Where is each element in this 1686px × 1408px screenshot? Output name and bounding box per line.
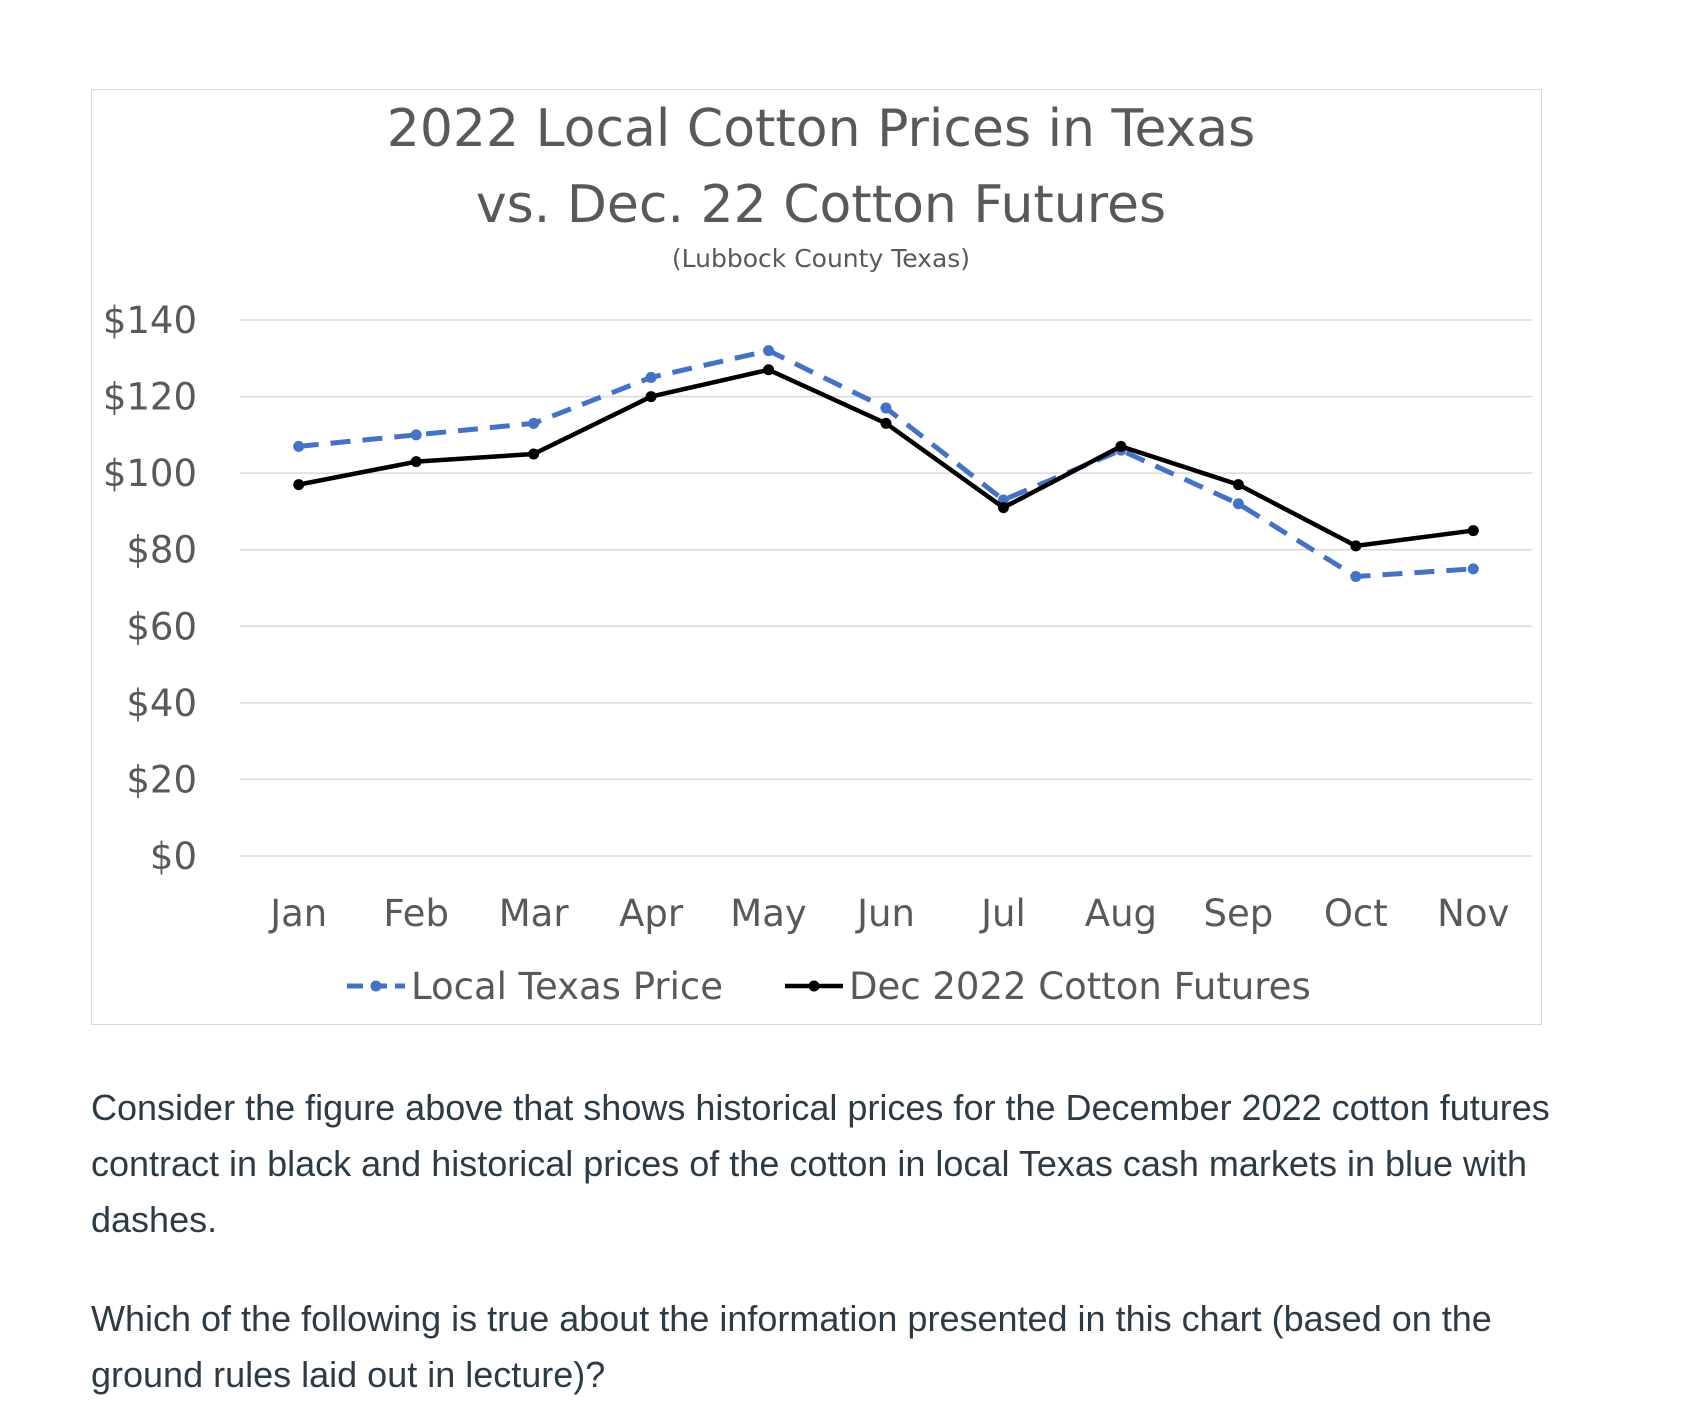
y-tick-label: $120 [103,376,197,419]
data-point [880,402,892,414]
legend-swatch-marker [808,980,820,992]
data-point [1232,498,1244,510]
x-tick-label: May [730,892,807,935]
question-intro-text: Consider the figure above that shows his… [91,1087,1550,1240]
legend-item-0: Local Texas Price [347,965,723,1008]
data-point [1115,440,1127,452]
chart-subtitle: (Lubbock County Texas) [672,244,970,273]
y-tick-label: $140 [103,299,197,342]
data-point [293,440,305,452]
data-point [1232,479,1244,491]
x-tick-label: Nov [1437,892,1509,935]
y-tick-label: $0 [150,835,197,878]
y-tick-label: $40 [126,682,197,725]
data-point [645,391,657,403]
y-tick-label: $20 [126,758,197,801]
legend: Local Texas Price Dec 2022 Cotton Futures [347,965,1311,1008]
data-point [1350,571,1362,583]
series-lines [293,345,1479,583]
chart-frame [91,89,1542,1025]
x-tick-label: Jan [268,892,327,935]
legend-item-1: Dec 2022 Cotton Futures [785,965,1311,1008]
series-line [298,348,1474,580]
x-tick-label: Jun [855,892,915,935]
y-tick-label: $60 [126,605,197,648]
x-tick-label: Feb [383,892,449,935]
x-tick-label: Mar [499,892,570,935]
x-tick-label: Oct [1324,892,1388,935]
data-point [997,494,1009,506]
data-point [763,345,775,357]
data-point [528,417,540,429]
gridlines [240,319,1532,857]
x-tick-label: Apr [619,892,684,935]
data-point [1467,525,1479,537]
data-point [293,479,305,491]
chart-title-line-2: vs. Dec. 22 Cotton Futures [476,175,1166,235]
legend-label: Dec 2022 Cotton Futures [849,965,1311,1008]
series-1 [293,364,1479,552]
data-point [410,429,422,441]
data-point [880,417,892,429]
x-tick-label: Sep [1203,892,1273,935]
series-0 [293,345,1479,583]
data-point [763,364,775,376]
x-axis-tick-labels: Jan Feb Mar Apr May Jun Jul Aug Sep Oct Nov [268,892,1509,935]
data-point [645,371,657,383]
data-point [1350,540,1362,552]
x-tick-label: Aug [1085,892,1157,935]
y-tick-label: $100 [103,452,197,495]
data-point [1467,563,1479,575]
data-point [997,502,1009,514]
data-point [528,448,540,460]
y-tick-label: $80 [126,529,197,572]
y-axis-tick-labels: $0 $20 $40 $60 $80 $100 $120 $140 [103,299,197,878]
chart-title-line-1: 2022 Local Cotton Prices in Texas [387,99,1256,159]
legend-swatch-marker [370,980,382,992]
legend-label: Local Texas Price [411,965,723,1008]
data-point [410,456,422,468]
x-tick-label: Jul [979,892,1026,935]
question-prompt-text: Which of the following is true about the… [91,1298,1492,1395]
